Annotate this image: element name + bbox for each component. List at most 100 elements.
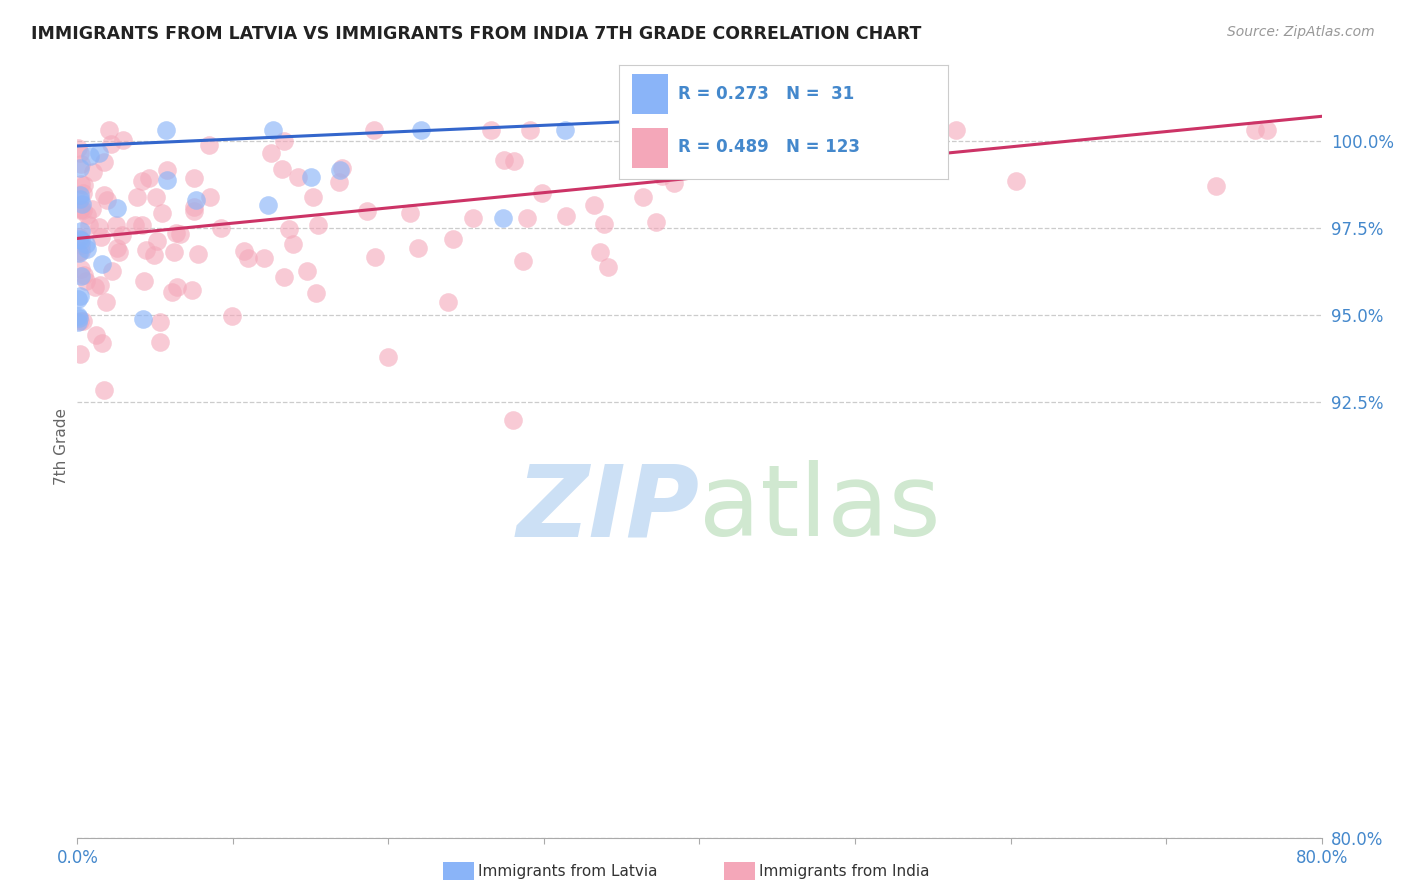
Point bbox=[163, 245, 186, 260]
Point bbox=[149, 315, 172, 329]
Point bbox=[554, 123, 576, 137]
Point bbox=[84, 279, 107, 293]
Point bbox=[1244, 123, 1267, 137]
Point bbox=[148, 334, 170, 349]
Point bbox=[108, 245, 131, 260]
Point bbox=[1005, 174, 1028, 188]
Point bbox=[93, 154, 115, 169]
Point bbox=[79, 149, 101, 163]
Point bbox=[82, 165, 104, 179]
Point bbox=[70, 196, 93, 211]
Point bbox=[73, 268, 96, 283]
Point bbox=[87, 220, 110, 235]
Point bbox=[67, 244, 90, 259]
Point bbox=[87, 146, 110, 161]
Point bbox=[70, 244, 93, 258]
Point bbox=[155, 123, 177, 137]
Point bbox=[89, 278, 111, 293]
Point bbox=[283, 236, 305, 251]
Text: Source: ZipAtlas.com: Source: ZipAtlas.com bbox=[1227, 25, 1375, 39]
Point bbox=[91, 257, 114, 271]
Point bbox=[69, 192, 91, 206]
Point bbox=[198, 190, 221, 204]
Point bbox=[516, 211, 538, 226]
Point bbox=[302, 190, 325, 204]
Point bbox=[69, 202, 91, 216]
Point bbox=[555, 209, 578, 223]
Point bbox=[305, 285, 328, 300]
Point bbox=[105, 241, 128, 255]
Point bbox=[67, 246, 90, 260]
Point bbox=[437, 294, 460, 309]
Point bbox=[406, 241, 429, 255]
Point bbox=[589, 244, 612, 259]
Point bbox=[90, 229, 112, 244]
Point bbox=[169, 227, 191, 241]
Point bbox=[598, 260, 620, 274]
Point bbox=[233, 244, 256, 258]
Text: Immigrants from India: Immigrants from India bbox=[759, 864, 929, 879]
Point bbox=[651, 169, 673, 184]
Point bbox=[67, 141, 90, 155]
Point bbox=[67, 232, 90, 246]
Point bbox=[221, 309, 243, 323]
Point bbox=[124, 218, 146, 232]
Point bbox=[77, 218, 100, 232]
Point bbox=[502, 413, 524, 427]
Point bbox=[72, 313, 94, 327]
Point bbox=[377, 350, 399, 364]
Point bbox=[69, 177, 91, 191]
Point bbox=[135, 243, 157, 257]
Point bbox=[287, 169, 309, 184]
Point bbox=[198, 137, 221, 152]
Point bbox=[695, 144, 717, 158]
Text: atlas: atlas bbox=[700, 460, 941, 558]
Point bbox=[260, 146, 283, 161]
Point bbox=[295, 263, 318, 277]
Point bbox=[253, 251, 276, 265]
Point bbox=[307, 218, 329, 232]
Point bbox=[111, 228, 134, 243]
Point bbox=[519, 123, 541, 137]
Point bbox=[131, 174, 153, 188]
Point bbox=[97, 123, 120, 137]
Point bbox=[187, 246, 209, 260]
Point bbox=[146, 235, 169, 249]
Text: Immigrants from Latvia: Immigrants from Latvia bbox=[478, 864, 658, 879]
Point bbox=[156, 163, 179, 178]
Point bbox=[142, 248, 165, 262]
Point bbox=[150, 206, 173, 220]
Point bbox=[364, 250, 387, 264]
Point bbox=[273, 134, 295, 148]
Point bbox=[180, 283, 202, 297]
Point bbox=[512, 253, 534, 268]
Point bbox=[328, 175, 350, 189]
Point bbox=[479, 123, 502, 137]
Point bbox=[70, 269, 93, 284]
Point bbox=[742, 128, 765, 142]
Point bbox=[66, 315, 89, 329]
Point bbox=[299, 169, 322, 184]
Point bbox=[69, 289, 91, 303]
Point bbox=[271, 162, 294, 177]
Point bbox=[69, 233, 91, 247]
Point bbox=[75, 274, 97, 288]
Point bbox=[69, 203, 91, 218]
Point bbox=[67, 230, 90, 244]
Point bbox=[75, 237, 97, 252]
Point bbox=[72, 178, 94, 193]
Point bbox=[145, 190, 167, 204]
Point bbox=[643, 161, 665, 175]
Text: ZIP: ZIP bbox=[516, 460, 700, 558]
Point bbox=[463, 211, 485, 225]
Point bbox=[762, 123, 785, 137]
Point bbox=[156, 172, 179, 186]
Point bbox=[494, 153, 516, 168]
Text: IMMIGRANTS FROM LATVIA VS IMMIGRANTS FROM INDIA 7TH GRADE CORRELATION CHART: IMMIGRANTS FROM LATVIA VS IMMIGRANTS FRO… bbox=[31, 25, 921, 43]
Point bbox=[69, 346, 91, 360]
Point bbox=[72, 202, 94, 217]
Point bbox=[66, 292, 89, 306]
Point bbox=[699, 150, 721, 164]
Point bbox=[183, 171, 205, 186]
Point bbox=[209, 220, 232, 235]
